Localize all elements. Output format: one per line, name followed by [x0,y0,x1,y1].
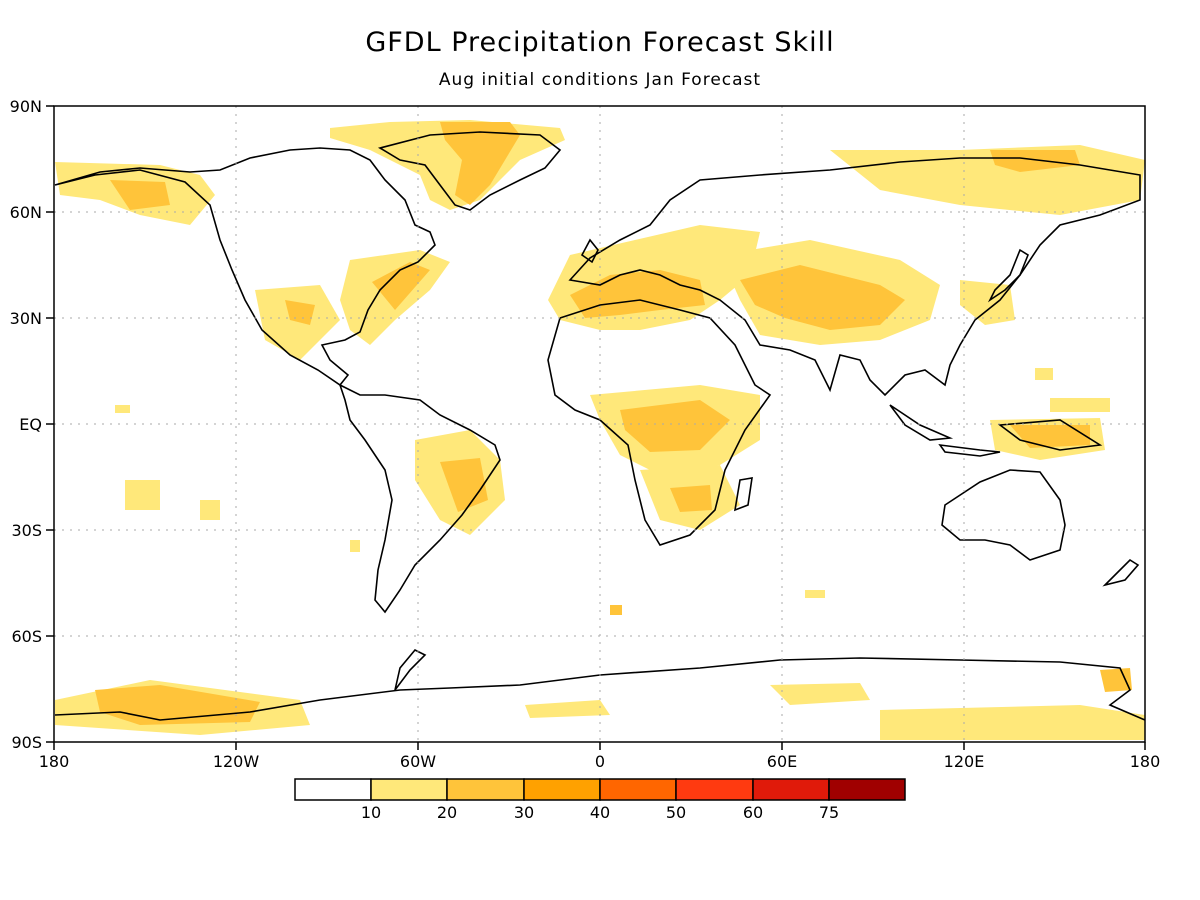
lat-label: EQ [19,415,42,434]
lat-label: 60N [10,203,42,222]
coastlines [54,131,1146,721]
colorbar-tick-label: 50 [666,803,686,822]
colorbar-tick-label: 75 [819,803,839,822]
colorbar-tick-label: 40 [590,803,610,822]
colorbar: 10 20 30 40 50 60 75 [294,778,906,822]
lon-label: 120E [944,752,985,771]
colorbar-swatch [675,778,754,801]
lon-label: 60E [767,752,797,771]
lon-label: 120W [213,752,260,771]
colorbar-tick-label: 60 [743,803,763,822]
lat-label: 90N [10,97,42,116]
colorbar-tick-label: 20 [437,803,457,822]
lat-label: 30N [10,309,42,328]
axis-ticks [46,105,1146,750]
lon-label: 60W [400,752,436,771]
latitude-labels: 90N 60N 30N EQ 30S 60S 90S [10,97,42,752]
colorbar-swatch [446,778,525,801]
map-title: GFDL Precipitation Forecast Skill [365,27,835,58]
lat-label: 30S [11,521,42,540]
colorbar-swatch [370,778,448,801]
longitude-labels: 180 120W 60W 0 60E 120E 180 [39,752,1161,771]
skill-shading [55,120,1145,740]
lon-label: 0 [595,752,605,771]
colorbar-swatch [599,778,677,801]
lon-label: 180 [1130,752,1161,771]
colorbar-swatch [752,778,830,801]
colorbar-tick-label: 30 [514,803,534,822]
colorbar-tick-label: 10 [361,803,381,822]
lat-label: 90S [11,733,42,752]
colorbar-swatch [523,778,601,801]
graticule [54,106,1145,742]
lat-label: 60S [11,627,42,646]
map-subtitle: Aug initial conditions Jan Forecast [438,70,762,90]
colorbar-swatch [294,778,372,801]
lon-label: 180 [39,752,70,771]
colorbar-swatch [828,778,906,801]
